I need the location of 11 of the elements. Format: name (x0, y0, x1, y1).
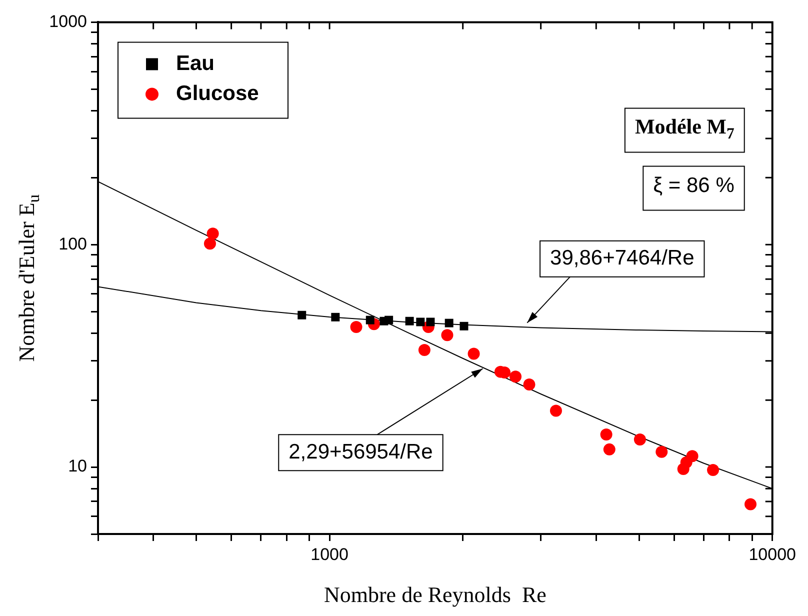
annotation: 2,29+56954/Re (288, 440, 433, 464)
annotation: 39,86+7464/Re (550, 246, 694, 270)
x-axis-title: Nombre de Reynolds Re (324, 582, 546, 607)
y-tick-label: 100 (58, 234, 87, 254)
y-axis-title: Nombre d'Euler Eu (14, 194, 43, 362)
legend-label: Glucose (176, 82, 259, 105)
x-tick-label: 10000 (748, 544, 796, 564)
legend-label: Eau (176, 52, 215, 75)
y-tick-label: 10 (68, 456, 87, 476)
y-tick-label: 1000 (49, 12, 87, 31)
annotation: ξ = 86 % (653, 174, 734, 197)
